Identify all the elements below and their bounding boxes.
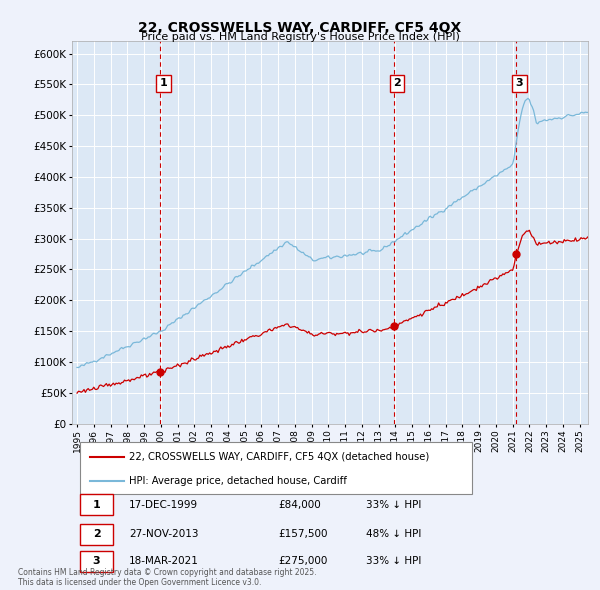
Text: 2: 2 bbox=[92, 529, 100, 539]
Text: 3: 3 bbox=[515, 78, 523, 88]
Text: £84,000: £84,000 bbox=[278, 500, 321, 510]
Text: 22, CROSSWELLS WAY, CARDIFF, CF5 4QX: 22, CROSSWELLS WAY, CARDIFF, CF5 4QX bbox=[139, 21, 461, 35]
Text: 22, CROSSWELLS WAY, CARDIFF, CF5 4QX (detached house): 22, CROSSWELLS WAY, CARDIFF, CF5 4QX (de… bbox=[129, 451, 429, 461]
FancyBboxPatch shape bbox=[80, 524, 113, 545]
Text: 2: 2 bbox=[394, 78, 401, 88]
Text: HPI: Average price, detached house, Cardiff: HPI: Average price, detached house, Card… bbox=[129, 476, 347, 486]
Text: 27-NOV-2013: 27-NOV-2013 bbox=[129, 529, 198, 539]
Text: £157,500: £157,500 bbox=[278, 529, 328, 539]
Text: Price paid vs. HM Land Registry's House Price Index (HPI): Price paid vs. HM Land Registry's House … bbox=[140, 32, 460, 42]
FancyBboxPatch shape bbox=[80, 550, 113, 572]
Text: 33% ↓ HPI: 33% ↓ HPI bbox=[366, 500, 421, 510]
FancyBboxPatch shape bbox=[80, 494, 113, 515]
Text: 48% ↓ HPI: 48% ↓ HPI bbox=[366, 529, 421, 539]
Text: 17-DEC-1999: 17-DEC-1999 bbox=[129, 500, 198, 510]
Text: £275,000: £275,000 bbox=[278, 556, 328, 566]
Text: 18-MAR-2021: 18-MAR-2021 bbox=[129, 556, 199, 566]
Text: 1: 1 bbox=[92, 500, 100, 510]
Text: Contains HM Land Registry data © Crown copyright and database right 2025.
This d: Contains HM Land Registry data © Crown c… bbox=[18, 568, 317, 587]
Text: 33% ↓ HPI: 33% ↓ HPI bbox=[366, 556, 421, 566]
FancyBboxPatch shape bbox=[80, 441, 472, 494]
Text: 3: 3 bbox=[92, 556, 100, 566]
Text: 1: 1 bbox=[160, 78, 167, 88]
